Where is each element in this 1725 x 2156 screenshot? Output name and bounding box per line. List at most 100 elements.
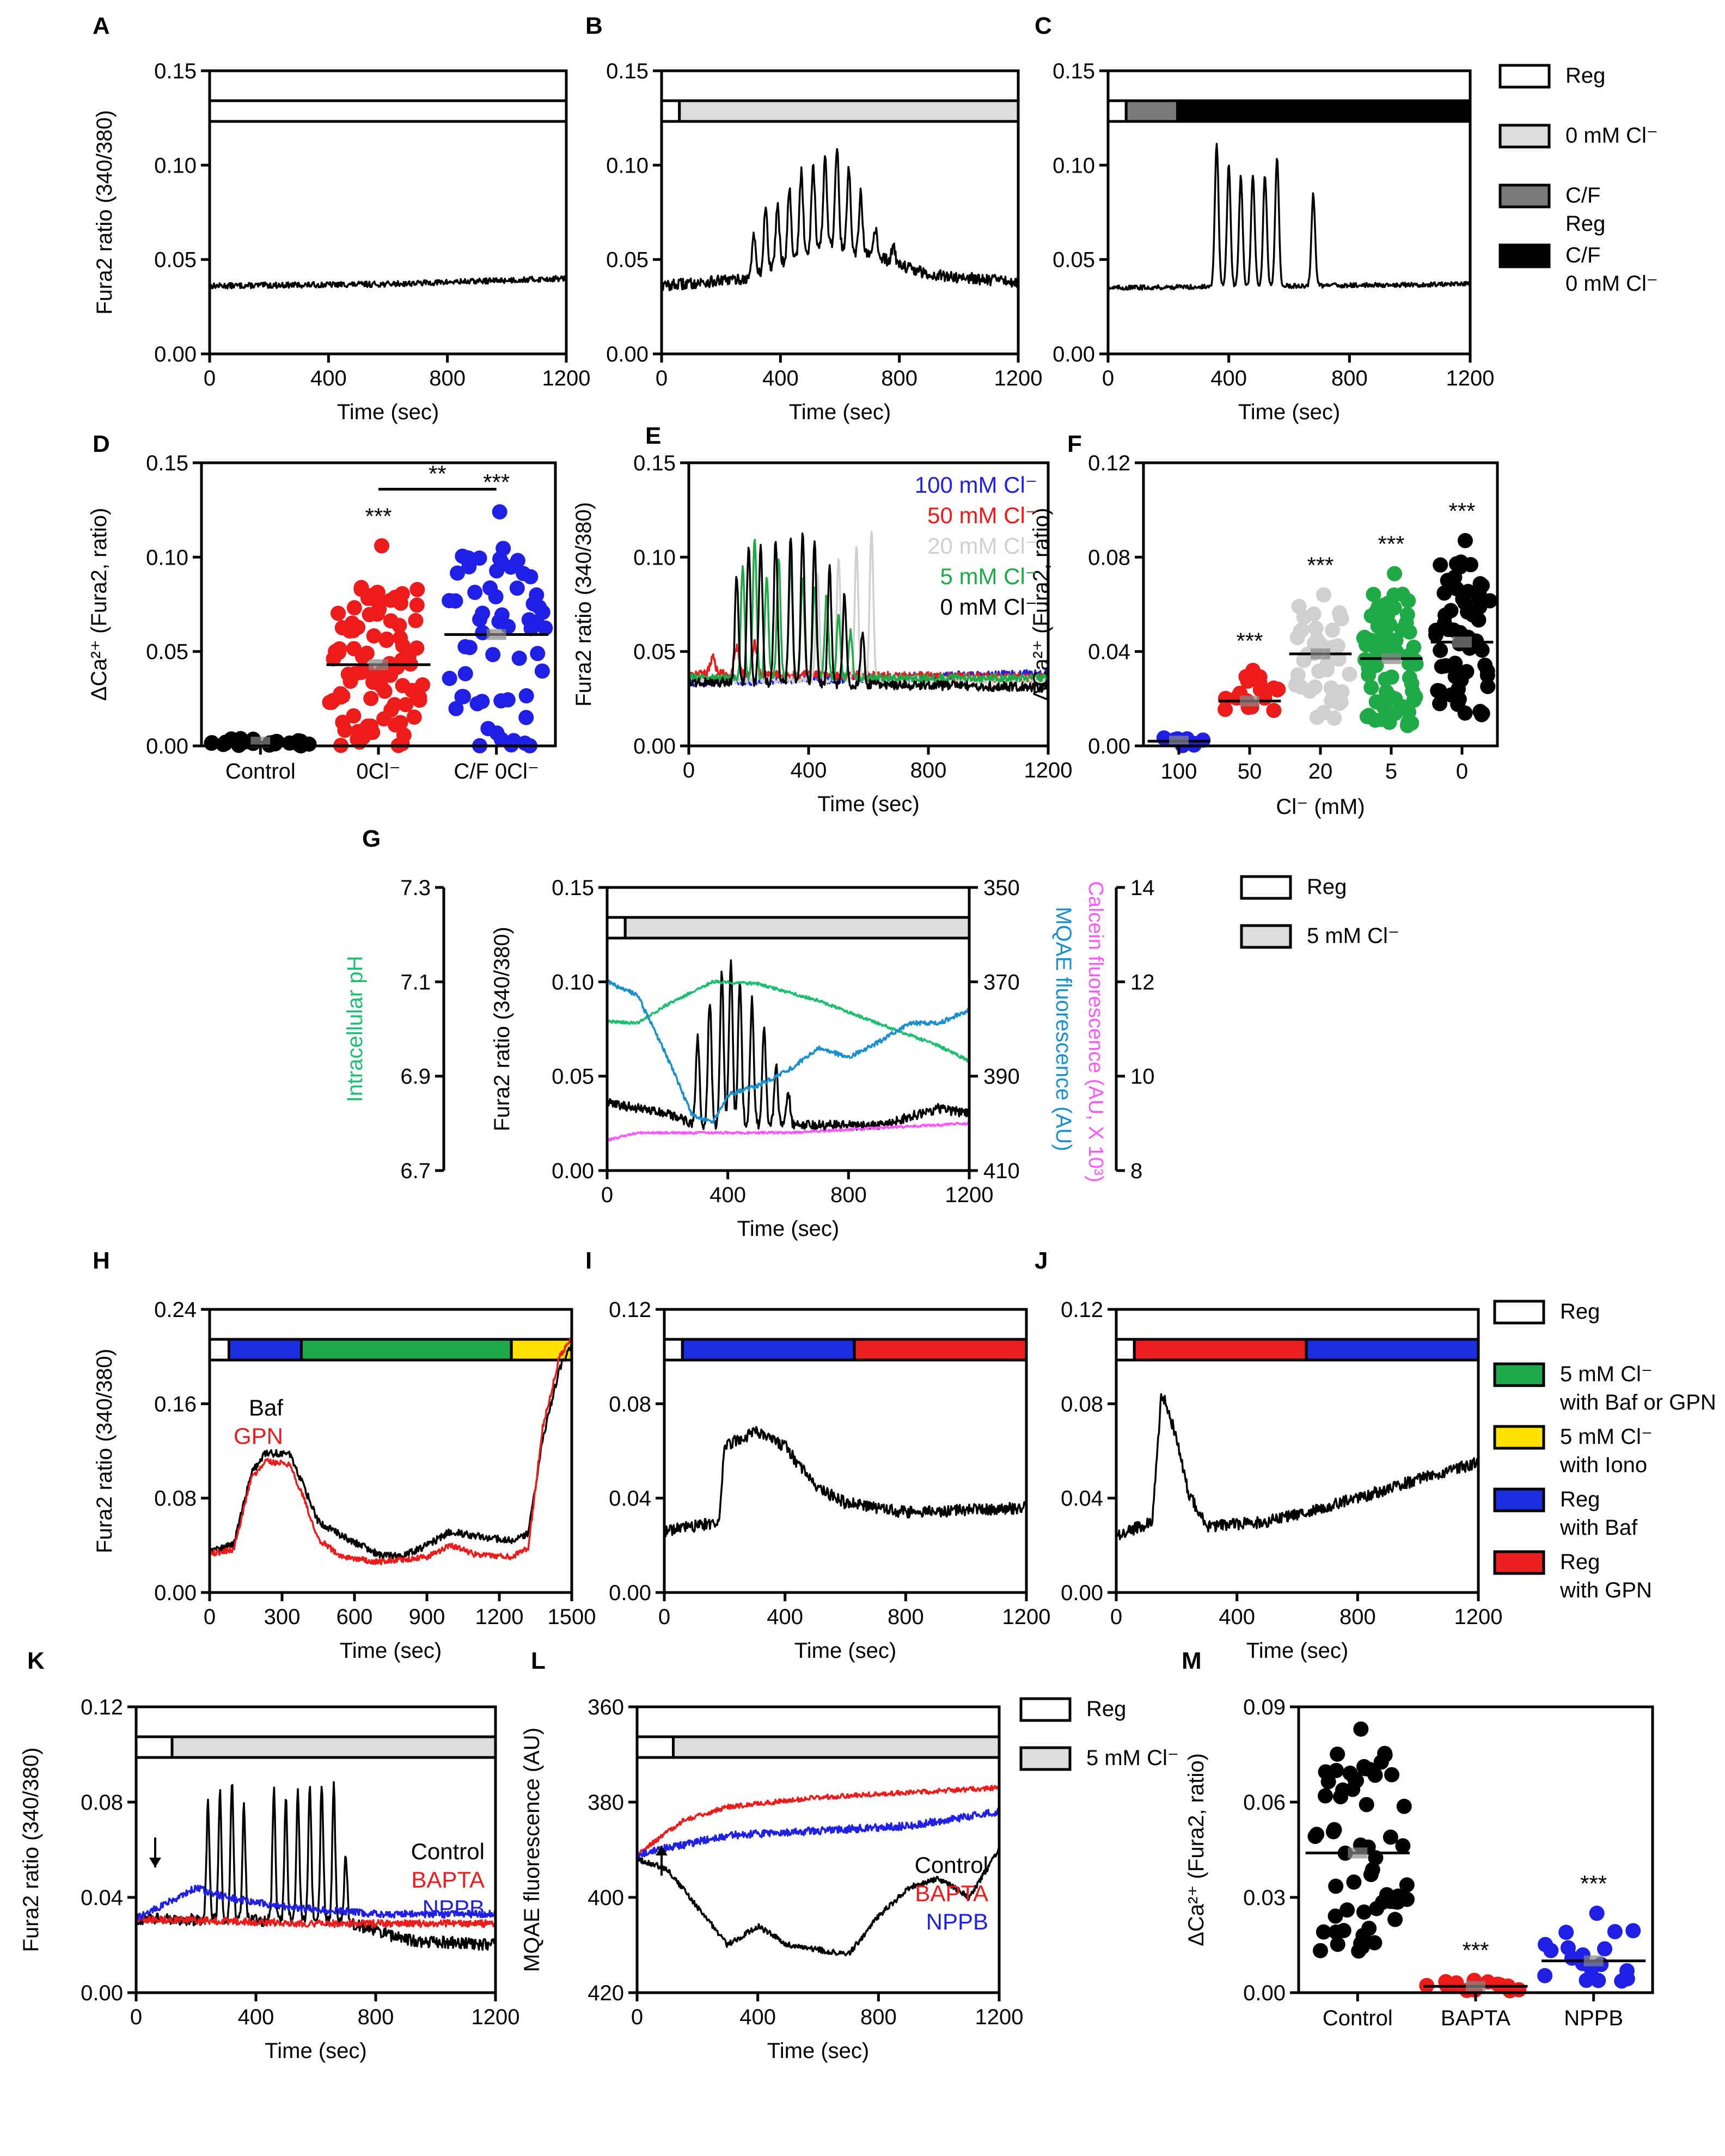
series-legend-label: 100 mM Cl⁻ [915, 472, 1037, 498]
data-point [1560, 1940, 1576, 1956]
x-tick-label: 0 [1110, 1605, 1122, 1629]
data-point [1270, 682, 1286, 697]
group-3: *** [1356, 531, 1424, 733]
data-point [1398, 615, 1414, 631]
panel-E-series-legend: 100 mM Cl⁻ 50 mM Cl⁻ 20 mM Cl⁻ 5 mM Cl⁻ 0 mM… [915, 472, 1037, 620]
panel-L: 420 400 380 360 0 400 800 1200 Time (sec) MQAE fl… [520, 1695, 1023, 2063]
mqae-axis-label: MQAE fluorescence (AU) [1051, 906, 1075, 1151]
data-point [363, 690, 379, 706]
y-axis-label: ΔCa²⁺ (Fura2, ratio) [1029, 508, 1053, 701]
data-point [1396, 1798, 1412, 1814]
category-label: C/F 0Cl⁻ [454, 759, 539, 783]
x-tick-label: 1200 [472, 2005, 520, 2029]
series-legend-label: Baf [249, 1395, 283, 1420]
significance-label: *** [365, 504, 392, 529]
condition-bar [605, 916, 627, 940]
series-legend-label: BAPTA [915, 1881, 988, 1906]
significance-label: *** [1378, 531, 1404, 557]
x-tick-label: 1200 [994, 366, 1043, 390]
data-point [387, 697, 402, 713]
panel-B: 0.00 0.05 0.10 0.15 0 400 800 1200 Time (sec) [606, 59, 1042, 424]
arrow-head-icon [656, 1846, 668, 1855]
data-point [1323, 680, 1339, 696]
x-tick-label: 400 [709, 1183, 746, 1207]
y-tick-label: 0.00 [154, 1581, 197, 1605]
condition-bar [678, 99, 1020, 123]
series-legend-label: NPPB [926, 1909, 988, 1934]
x-axis-label: Time (sec) [767, 2039, 869, 2063]
data-point [408, 612, 424, 628]
y-axis-label: Fura2 ratio (340/380) [93, 1349, 117, 1553]
data-point [1383, 1829, 1398, 1845]
data-point [485, 647, 501, 663]
panel-H: 0.00 0.08 0.16 0.24 0 300 600 900 1200 1500 Time (… [93, 1298, 596, 1663]
legend-label: Reg [1560, 1300, 1600, 1324]
data-point [1455, 591, 1471, 607]
group-4: *** [1428, 498, 1498, 722]
panel-M: *** *** 0.00 0.03 0.06 0.09 Control BAPTA NPPB ΔC… [1184, 1695, 1654, 2030]
data-point [1625, 1923, 1641, 1939]
plot-frame [208, 69, 568, 356]
data-point [1361, 1920, 1377, 1936]
y-axis-label: Fura2 ratio (340/380) [490, 927, 514, 1131]
legend-label: with GPN [1559, 1578, 1652, 1602]
series-trace-line [1107, 143, 1471, 291]
data-point [1328, 1924, 1344, 1940]
legend-label: with Iono [1559, 1453, 1647, 1477]
data-point [1328, 1908, 1343, 1924]
data-point [1538, 1937, 1553, 1952]
y-tick-label: 0.05 [154, 248, 197, 272]
panel-E: 0.00 0.05 0.10 0.15 0 400 800 1200 Time (sec) Fur… [572, 451, 1072, 816]
data-point [1463, 557, 1478, 573]
data-point [1490, 1976, 1506, 1992]
data-point [1395, 1838, 1411, 1854]
x-tick-label: 0 [656, 366, 668, 390]
condition-bar [663, 1338, 684, 1362]
series-0-mm-cl--line [688, 532, 1049, 693]
data-point [1293, 623, 1308, 639]
sem-mark [1583, 1955, 1604, 1967]
legend-swatch [1240, 924, 1292, 949]
plot-frame [605, 886, 971, 1172]
panel-G-extra-axes: 6.7 6.9 7.1 7.3 Intracellular pH 410 390 370 350… [343, 876, 1155, 1183]
condition-bar [170, 1735, 497, 1759]
x-axis-label: Time (sec) [337, 400, 439, 424]
data-point [1245, 663, 1261, 678]
y-tick-label: 400 [588, 1886, 624, 1910]
data-point [1288, 677, 1304, 693]
y-tick-label: 420 [588, 1981, 624, 2005]
condition-bar [672, 1735, 1001, 1759]
data-point [475, 605, 491, 621]
x-axis-label: Time (sec) [1238, 400, 1340, 424]
legend-label: Reg [1086, 1697, 1126, 1721]
y-tick-label: 0.00 [1088, 734, 1130, 758]
data-point [383, 667, 399, 683]
data-point [1331, 695, 1347, 711]
data-point [1399, 1877, 1415, 1893]
legend-swatch [1240, 875, 1292, 900]
data-point [1311, 663, 1327, 679]
data-point [1451, 691, 1467, 707]
legend-swatch [1493, 1362, 1545, 1387]
category-label: 100 [1161, 759, 1197, 783]
sem-mark [369, 659, 388, 670]
condition-bar [681, 1338, 856, 1362]
data-point [1328, 1878, 1344, 1894]
legend-label: C/F [1565, 183, 1600, 207]
y-tick-label: 0.08 [154, 1487, 197, 1511]
y-tick-label: 0.12 [609, 1298, 651, 1322]
data-point [1430, 683, 1446, 699]
data-point [534, 663, 550, 679]
significance-label: *** [1307, 553, 1333, 578]
plot-frame [134, 1705, 497, 1994]
series-legend-label: Control [411, 1839, 485, 1864]
y-tick-label: 0.24 [154, 1298, 197, 1322]
y-tick-label: 0.08 [609, 1392, 651, 1416]
x-tick-label: 400 [739, 2005, 776, 2029]
data-point [398, 697, 414, 713]
x-tick-label: 900 [409, 1605, 445, 1629]
panel-H-series-legend: Baf GPN [234, 1395, 283, 1449]
y-tick-label: 0.00 [1061, 1581, 1103, 1605]
data-point [359, 645, 375, 661]
